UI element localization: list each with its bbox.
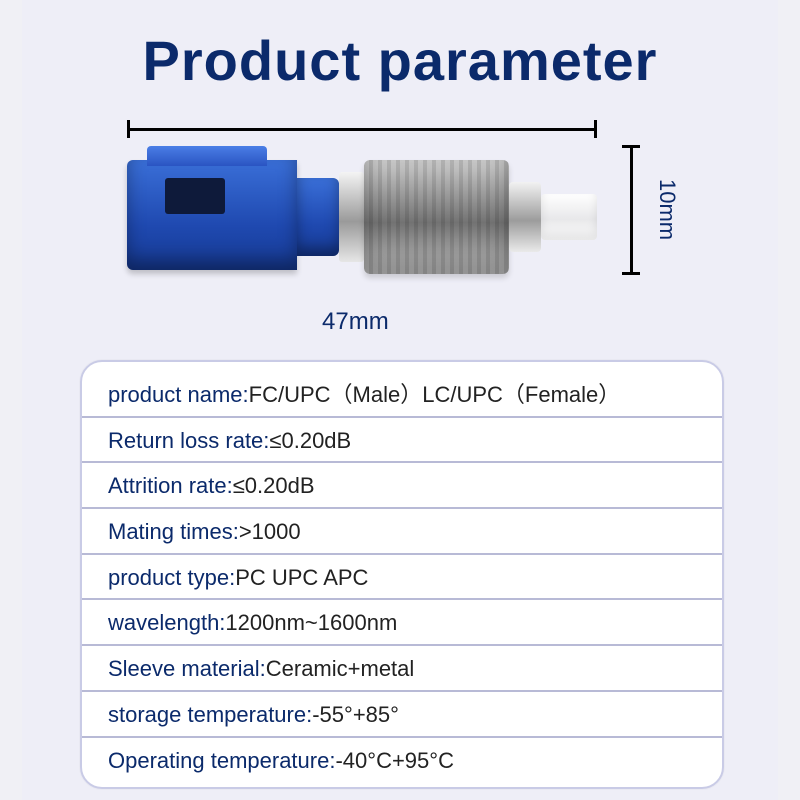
spec-row: Return loss rate: ≤0.20dB [82, 418, 722, 464]
spec-label: wavelength: [108, 608, 225, 638]
spec-label: Sleeve material: [108, 654, 266, 684]
spec-row: Mating times: >1000 [82, 509, 722, 555]
spec-value: ≤0.20dB [233, 471, 315, 501]
spec-label: Operating temperature: [108, 746, 335, 776]
spec-row: product name: FC/UPC（Male）LC/UPC（Female） [82, 372, 722, 418]
spec-value: Ceramic+metal [266, 654, 415, 684]
dimension-line-width [127, 120, 597, 138]
spec-label: Attrition rate: [108, 471, 233, 501]
connector-drawing [127, 150, 597, 280]
spec-value: -40°C+95°C [335, 746, 454, 776]
page: Product parameter 10mm 47mm product name… [22, 0, 778, 800]
spec-row: storage temperature: -55°+85° [82, 692, 722, 738]
dimension-line-height [622, 145, 640, 275]
dimension-width-label: 47mm [322, 308, 389, 336]
fc-metal-neck [509, 182, 541, 252]
dimension-height-label: 10mm [654, 150, 680, 270]
spec-value: >1000 [239, 517, 301, 547]
spec-row: Operating temperature: -40°C+95°C [82, 738, 722, 782]
spec-label: Mating times: [108, 517, 239, 547]
ferrule-tip [541, 194, 597, 240]
lc-connector-latch [147, 146, 267, 166]
page-title: Product parameter [22, 28, 778, 93]
spec-card: product name: FC/UPC（Male）LC/UPC（Female）… [80, 360, 724, 789]
spec-value: 1200nm~1600nm [225, 608, 397, 638]
spec-row: Attrition rate: ≤0.20dB [82, 463, 722, 509]
spec-label: storage temperature: [108, 700, 312, 730]
spec-row: product type: PC UPC APC [82, 555, 722, 601]
spec-value: -55°+85° [312, 700, 399, 730]
metal-collar [339, 172, 364, 262]
spec-row: Sleeve material: Ceramic+metal [82, 646, 722, 692]
lc-connector-body [127, 160, 297, 270]
lc-connector-window [165, 178, 225, 214]
spec-value: PC UPC APC [235, 563, 368, 593]
spec-value: ≤0.20dB [269, 426, 351, 456]
spec-row: wavelength: 1200nm~1600nm [82, 600, 722, 646]
spec-label: Return loss rate: [108, 426, 269, 456]
lc-connector-step [297, 178, 339, 256]
spec-value: FC/UPC（Male）LC/UPC（Female） [249, 380, 621, 410]
fc-metal-barrel [364, 160, 509, 274]
spec-label: product name: [108, 380, 249, 410]
spec-label: product type: [108, 563, 235, 593]
